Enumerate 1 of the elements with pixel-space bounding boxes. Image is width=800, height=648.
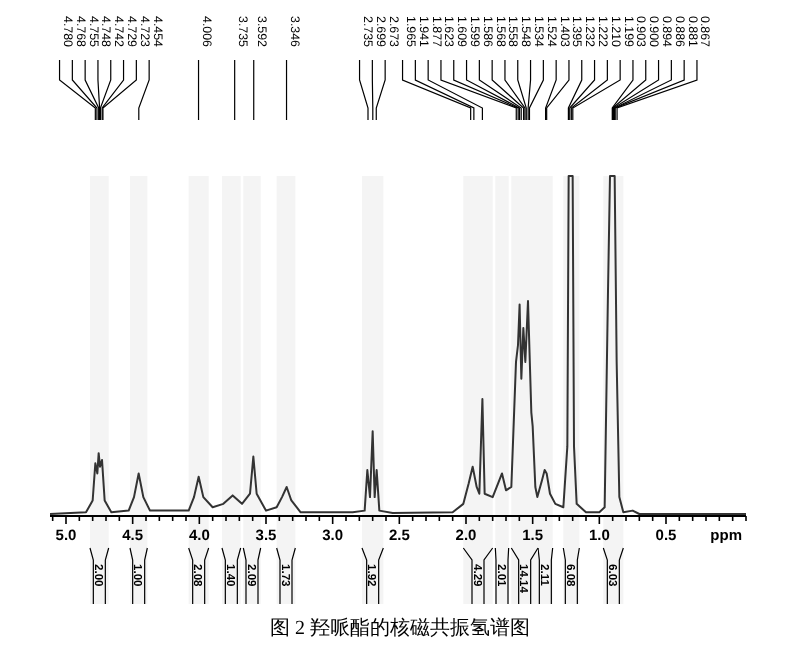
caption: 图 2 羟哌酯的核磁共振氢谱图 xyxy=(270,616,530,640)
